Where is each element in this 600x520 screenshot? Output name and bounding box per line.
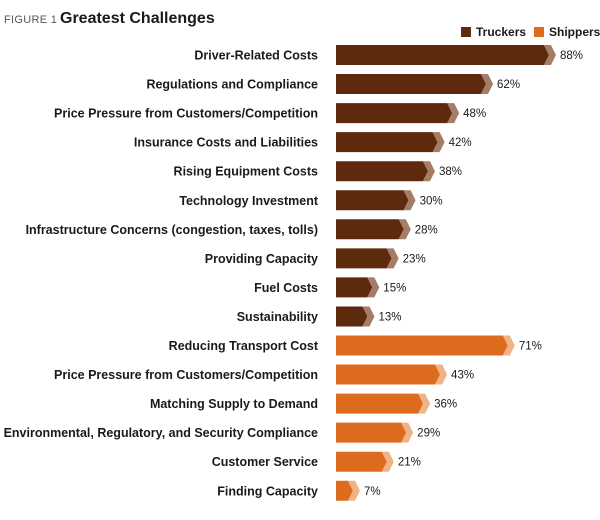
- bar-tip-truckers-insurance-costs-and-liabilities: [432, 132, 445, 153]
- bar-shippers-reducing-transport-cost: [336, 335, 508, 356]
- value-label-shippers-matching-supply-to-demand: 36%: [434, 399, 457, 411]
- value-label-shippers-finding-capacity: 7%: [364, 486, 381, 498]
- category-label-truckers-regulations-and-compliance: Regulations and Compliance: [146, 78, 318, 92]
- bar-tip-truckers-infrastructure-concerns-congestion-taxes-tolls: [398, 219, 411, 240]
- bar-tip-truckers-price-pressure-from-customers-competition: [447, 103, 460, 124]
- value-label-truckers-technology-investment: 30%: [420, 195, 443, 207]
- category-label-truckers-driver-related-costs: Driver-Related Costs: [194, 49, 318, 63]
- category-label-truckers-sustainability: Sustainability: [237, 310, 318, 324]
- bar-truckers-sustainability: [336, 306, 368, 327]
- value-label-truckers-driver-related-costs: 88%: [560, 50, 583, 62]
- category-label-truckers-fuel-costs: Fuel Costs: [254, 281, 318, 295]
- bar-truckers-fuel-costs: [336, 277, 373, 298]
- value-label-truckers-rising-equipment-costs: 38%: [439, 166, 462, 178]
- bar-tip-shippers-finding-capacity: [347, 480, 360, 501]
- chart-title: Greatest Challenges: [60, 10, 215, 27]
- bar-shippers-price-pressure-from-customers-competition: [336, 364, 441, 385]
- bar-truckers-insurance-costs-and-liabilities: [336, 132, 438, 153]
- bar-shippers-customer-service: [336, 451, 387, 472]
- category-label-truckers-insurance-costs-and-liabilities: Insurance Costs and Liabilities: [134, 136, 318, 150]
- value-label-truckers-price-pressure-from-customers-competition: 48%: [463, 108, 486, 120]
- bar-shippers-finding-capacity: [336, 480, 353, 501]
- bar-shippers-environmental-regulatory-and-security-compliance: [336, 422, 407, 443]
- legend-label-truckers: Truckers: [476, 25, 526, 39]
- bar-truckers-regulations-and-compliance: [336, 74, 487, 95]
- category-label-shippers-matching-supply-to-demand: Matching Supply to Demand: [150, 397, 318, 411]
- bar-tip-shippers-matching-supply-to-demand: [418, 393, 431, 414]
- bar-tip-truckers-technology-investment: [403, 190, 416, 211]
- bar-tip-truckers-fuel-costs: [367, 277, 380, 298]
- value-label-shippers-customer-service: 21%: [398, 457, 421, 469]
- value-label-truckers-sustainability: 13%: [378, 311, 401, 323]
- bar-tip-shippers-price-pressure-from-customers-competition: [435, 364, 448, 385]
- value-label-truckers-fuel-costs: 15%: [383, 282, 406, 294]
- bar-truckers-providing-capacity: [336, 248, 392, 269]
- bar-shippers-matching-supply-to-demand: [336, 393, 424, 414]
- bar-tip-shippers-reducing-transport-cost: [502, 335, 515, 356]
- bar-tip-truckers-providing-capacity: [386, 248, 399, 269]
- legend: Truckers Shippers: [461, 25, 600, 39]
- category-label-truckers-technology-investment: Technology Investment: [179, 194, 319, 208]
- category-label-shippers-customer-service: Customer Service: [212, 455, 318, 469]
- bar-tip-truckers-rising-equipment-costs: [422, 161, 435, 182]
- bar-tip-shippers-environmental-regulatory-and-security-compliance: [401, 422, 414, 443]
- category-label-truckers-providing-capacity: Providing Capacity: [205, 252, 318, 266]
- category-label-truckers-infrastructure-concerns-congestion-taxes-tolls: Infrastructure Concerns (congestion, tax…: [26, 223, 318, 237]
- value-label-truckers-infrastructure-concerns-congestion-taxes-tolls: 28%: [415, 224, 438, 236]
- bar-truckers-price-pressure-from-customers-competition: [336, 103, 453, 124]
- bar-truckers-rising-equipment-costs: [336, 161, 428, 182]
- category-label-shippers-reducing-transport-cost: Reducing Transport Cost: [169, 339, 319, 353]
- bar-tip-truckers-regulations-and-compliance: [481, 74, 494, 95]
- bar-truckers-driver-related-costs: [336, 45, 549, 65]
- bar-tip-truckers-driver-related-costs: [543, 45, 556, 65]
- bar-tip-shippers-customer-service: [381, 451, 394, 472]
- category-label-shippers-finding-capacity: Finding Capacity: [217, 484, 318, 498]
- value-label-truckers-providing-capacity: 23%: [403, 253, 426, 265]
- category-label-truckers-price-pressure-from-customers-competition: Price Pressure from Customers/Competitio…: [54, 107, 318, 121]
- value-label-shippers-reducing-transport-cost: 71%: [519, 341, 542, 353]
- bars-group: Driver-Related Costs 88% Regulations and C…: [4, 45, 583, 501]
- category-label-truckers-rising-equipment-costs: Rising Equipment Costs: [174, 165, 319, 179]
- category-label-shippers-environmental-regulatory-and-security-compliance: Environmental, Regulatory, and Security …: [4, 426, 318, 440]
- value-label-shippers-environmental-regulatory-and-security-compliance: 29%: [417, 428, 440, 440]
- value-label-truckers-regulations-and-compliance: 62%: [497, 79, 520, 91]
- value-label-truckers-insurance-costs-and-liabilities: 42%: [449, 137, 472, 149]
- legend-swatch-shippers: [534, 27, 544, 37]
- legend-label-shippers: Shippers: [549, 25, 600, 39]
- bar-tip-truckers-sustainability: [362, 306, 375, 327]
- category-label-shippers-price-pressure-from-customers-competition: Price Pressure from Customers/Competitio…: [54, 368, 318, 382]
- bar-truckers-infrastructure-concerns-congestion-taxes-tolls: [336, 219, 404, 240]
- value-label-shippers-price-pressure-from-customers-competition: 43%: [451, 370, 474, 382]
- legend-swatch-truckers: [461, 27, 471, 37]
- figure-label: FIGURE 1: [4, 14, 57, 26]
- bar-truckers-technology-investment: [336, 190, 409, 211]
